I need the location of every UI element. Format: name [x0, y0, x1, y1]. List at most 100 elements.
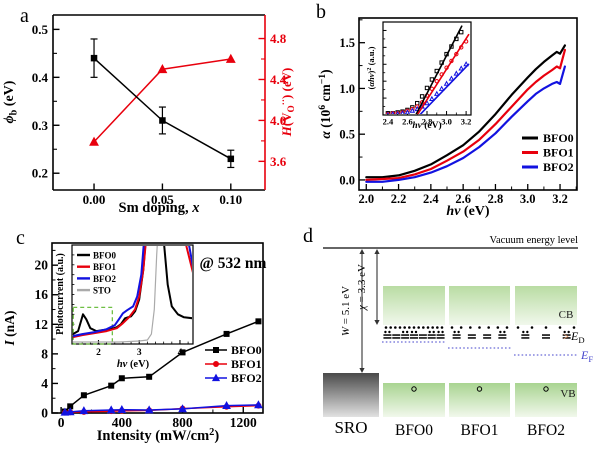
- absorption-curves: [365, 44, 566, 183]
- panel-letter-d: d: [303, 225, 313, 247]
- panel-letter-b: b: [316, 1, 326, 23]
- panel-b-inset-xlabel: hν (eV): [412, 120, 441, 131]
- svg-text:2.6: 2.6: [402, 117, 413, 127]
- svg-text:0.0: 0.0: [339, 173, 355, 187]
- svg-text:2.6: 2.6: [455, 192, 471, 206]
- hole-circle-BFO0: [411, 386, 417, 392]
- svg-text:0: 0: [41, 406, 48, 421]
- donor-level-label: ED: [570, 329, 585, 345]
- panel-c-inset-ylabel: Photocurrent (a.u.): [55, 253, 66, 335]
- film-label-BFO1: BFO1: [461, 422, 499, 439]
- svg-text:400: 400: [112, 415, 133, 430]
- vb-label: VB: [560, 388, 575, 400]
- svg-text:2: 2: [96, 348, 101, 358]
- fermi-level-label: EF: [580, 348, 593, 364]
- svg-text:4: 4: [41, 376, 48, 391]
- svg-text:BFO0: BFO0: [543, 131, 574, 145]
- svg-text:0.00: 0.00: [83, 192, 106, 207]
- svg-text:2.2: 2.2: [391, 192, 407, 206]
- annotation-532nm: @ 532 nm: [200, 255, 267, 272]
- svg-text:STO: STO: [93, 286, 111, 296]
- svg-text:4: 4: [178, 348, 183, 358]
- svg-text:BFO2: BFO2: [93, 274, 117, 284]
- svg-text:800: 800: [172, 415, 193, 430]
- svg-text:0.5: 0.5: [32, 22, 49, 37]
- svg-text:2.4: 2.4: [423, 192, 439, 206]
- svg-text:BFO1: BFO1: [543, 146, 574, 160]
- photocurrent-vs-intensity-series: [60, 318, 263, 416]
- svg-text:3.0: 3.0: [520, 192, 536, 206]
- cb-label: CB: [559, 309, 574, 321]
- panel-a-ylabel-left: ϕb (eV): [2, 80, 19, 123]
- svg-text:20: 20: [35, 258, 49, 273]
- svg-text:0.2: 0.2: [32, 166, 48, 181]
- svg-text:2.4: 2.4: [383, 117, 394, 127]
- hole-circle-BFO1: [476, 386, 483, 392]
- series-h-vo: [89, 53, 236, 146]
- ed-arrow: >: [563, 332, 569, 343]
- panel-b-chart: 2.0 2.2 2.4 2.6 2.8 3.0 3.20.00.51.01.5BFO0BFO…: [317, 17, 578, 219]
- svg-text:1.5: 1.5: [339, 36, 355, 50]
- work-function-label: W = 5.1 eV: [340, 286, 352, 336]
- svg-text:BFO2: BFO2: [543, 160, 574, 174]
- svg-text:4.4: 4.4: [270, 72, 287, 87]
- cb-block-BFO1: [449, 286, 510, 325]
- svg-text:BFO0: BFO0: [231, 343, 262, 357]
- cb-block-BFO0: [383, 286, 445, 325]
- film-label-BFO2: BFO2: [527, 422, 565, 439]
- svg-text:BFO1: BFO1: [93, 262, 117, 272]
- svg-text:3.0: 3.0: [441, 117, 452, 127]
- panel-b-plot: 2.0 2.2 2.4 2.6 2.8 3.0 3.20.00.51.01.5BFO0BFO…: [317, 17, 578, 219]
- svg-text:BFO2: BFO2: [231, 371, 262, 385]
- svg-text:0: 0: [58, 415, 65, 430]
- svg-text:3: 3: [137, 348, 142, 358]
- svg-text:0.3: 0.3: [32, 118, 49, 133]
- svg-text:16: 16: [35, 287, 49, 302]
- svg-text:0.5: 0.5: [339, 128, 355, 142]
- electron-affinity-label: χ = 3.3 eV: [356, 264, 368, 311]
- svg-text:12: 12: [35, 317, 49, 332]
- vacuum-level-label: Vacuum energy level: [490, 235, 579, 246]
- svg-text:0.4: 0.4: [32, 70, 49, 85]
- svg-text:3.2: 3.2: [461, 117, 472, 127]
- svg-text:4.0: 4.0: [270, 113, 286, 128]
- svg-text:BFO1: BFO1: [231, 357, 262, 371]
- svg-text:3.2: 3.2: [552, 192, 568, 206]
- panel-c-xlabel: Intensity (mW/cm2): [97, 427, 220, 444]
- band-diagram: Vacuum energy level W = 5.1 eV χ = 3.3 eV >…: [323, 235, 593, 439]
- sro-electrode-block: [323, 373, 379, 417]
- panel-letter-c: c: [16, 227, 25, 249]
- svg-text:BFO0: BFO0: [93, 251, 117, 261]
- vb-block-BFO1: [449, 383, 510, 417]
- panel-d-diagram: Vacuum energy level W = 5.1 eV χ = 3.3 eV >…: [323, 235, 593, 439]
- svg-text:0.10: 0.10: [219, 192, 242, 207]
- sro-label: SRO: [334, 418, 367, 437]
- panel-c-inset-xlabel: hν (eV): [117, 359, 150, 370]
- svg-text:1200: 1200: [230, 415, 257, 430]
- svg-text:1.0: 1.0: [339, 82, 355, 96]
- svg-text:0.05: 0.05: [151, 192, 174, 207]
- panel-b-xlabel: hν (eV): [446, 204, 489, 219]
- panel-c-ylabel: I (nA): [2, 311, 17, 347]
- vb-block-BFO0: [383, 383, 445, 417]
- panel-b-inset-ylabel: (αhν)2 (a.u.): [366, 46, 376, 89]
- cb-block-BFO2: [515, 286, 577, 325]
- panel-letter-a: a: [20, 5, 29, 27]
- vb-block-BFO2: [515, 383, 577, 417]
- panel-a-xlabel: Sm doping, x: [119, 200, 200, 216]
- svg-text:2.0: 2.0: [358, 192, 374, 206]
- film-label-BFO0: BFO0: [395, 422, 433, 439]
- series-phi-b: [90, 38, 235, 169]
- svg-text:4.8: 4.8: [270, 31, 287, 46]
- panel-a-chart: 0.2 0.3 0.4 0.5 3.6 4.0 4.4 4.8 0.00 0.05 0.10 ϕb (…: [2, 14, 297, 216]
- hole-circle-BFO2: [543, 386, 549, 392]
- panel-b-ylabel: α (106 cm−1): [317, 69, 333, 138]
- svg-text:8: 8: [41, 346, 48, 361]
- panel-a-ylabel-right: H(VO··) (eV): [279, 68, 297, 138]
